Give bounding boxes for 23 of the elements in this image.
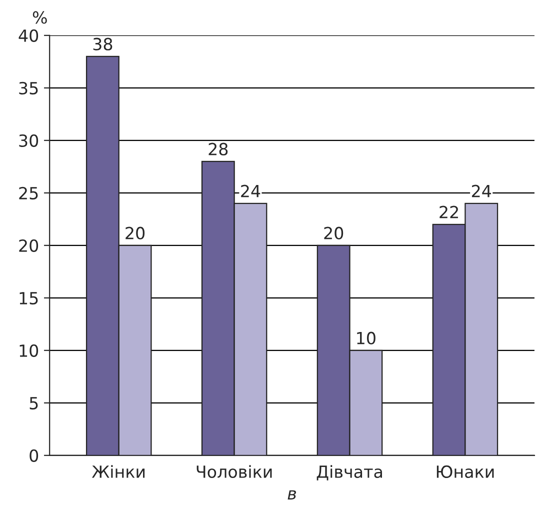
y-tick-label: 20 [19, 239, 38, 252]
data-label: 28 [208, 142, 228, 156]
y-tick-label: 0 [30, 449, 38, 462]
data-label: 22 [440, 206, 458, 218]
data-label: 24 [472, 184, 492, 198]
data-label: 20 [126, 226, 145, 240]
x-tick-label: Чоловіки [196, 465, 272, 478]
y-tick-label: 25 [19, 186, 38, 200]
x-axis-title: в [288, 490, 296, 500]
x-tick-label: Юнаки [436, 465, 494, 478]
data-label: 20 [324, 226, 344, 240]
data-label: 10 [357, 332, 376, 344]
y-tick-label: 40 [18, 29, 38, 42]
x-tick-label: Дівчата [316, 465, 382, 480]
y-tick-label: 30 [19, 134, 38, 147]
data-label: 24 [241, 184, 260, 198]
y-axis-title: % [32, 11, 47, 24]
data-label: 38 [93, 38, 112, 50]
x-tick-label: Жінки [92, 465, 145, 478]
y-tick-label: 10 [20, 344, 38, 357]
y-tick-label: 5 [30, 397, 38, 410]
y-tick-label: 15 [20, 292, 38, 304]
y-tick-label: 35 [19, 82, 38, 94]
